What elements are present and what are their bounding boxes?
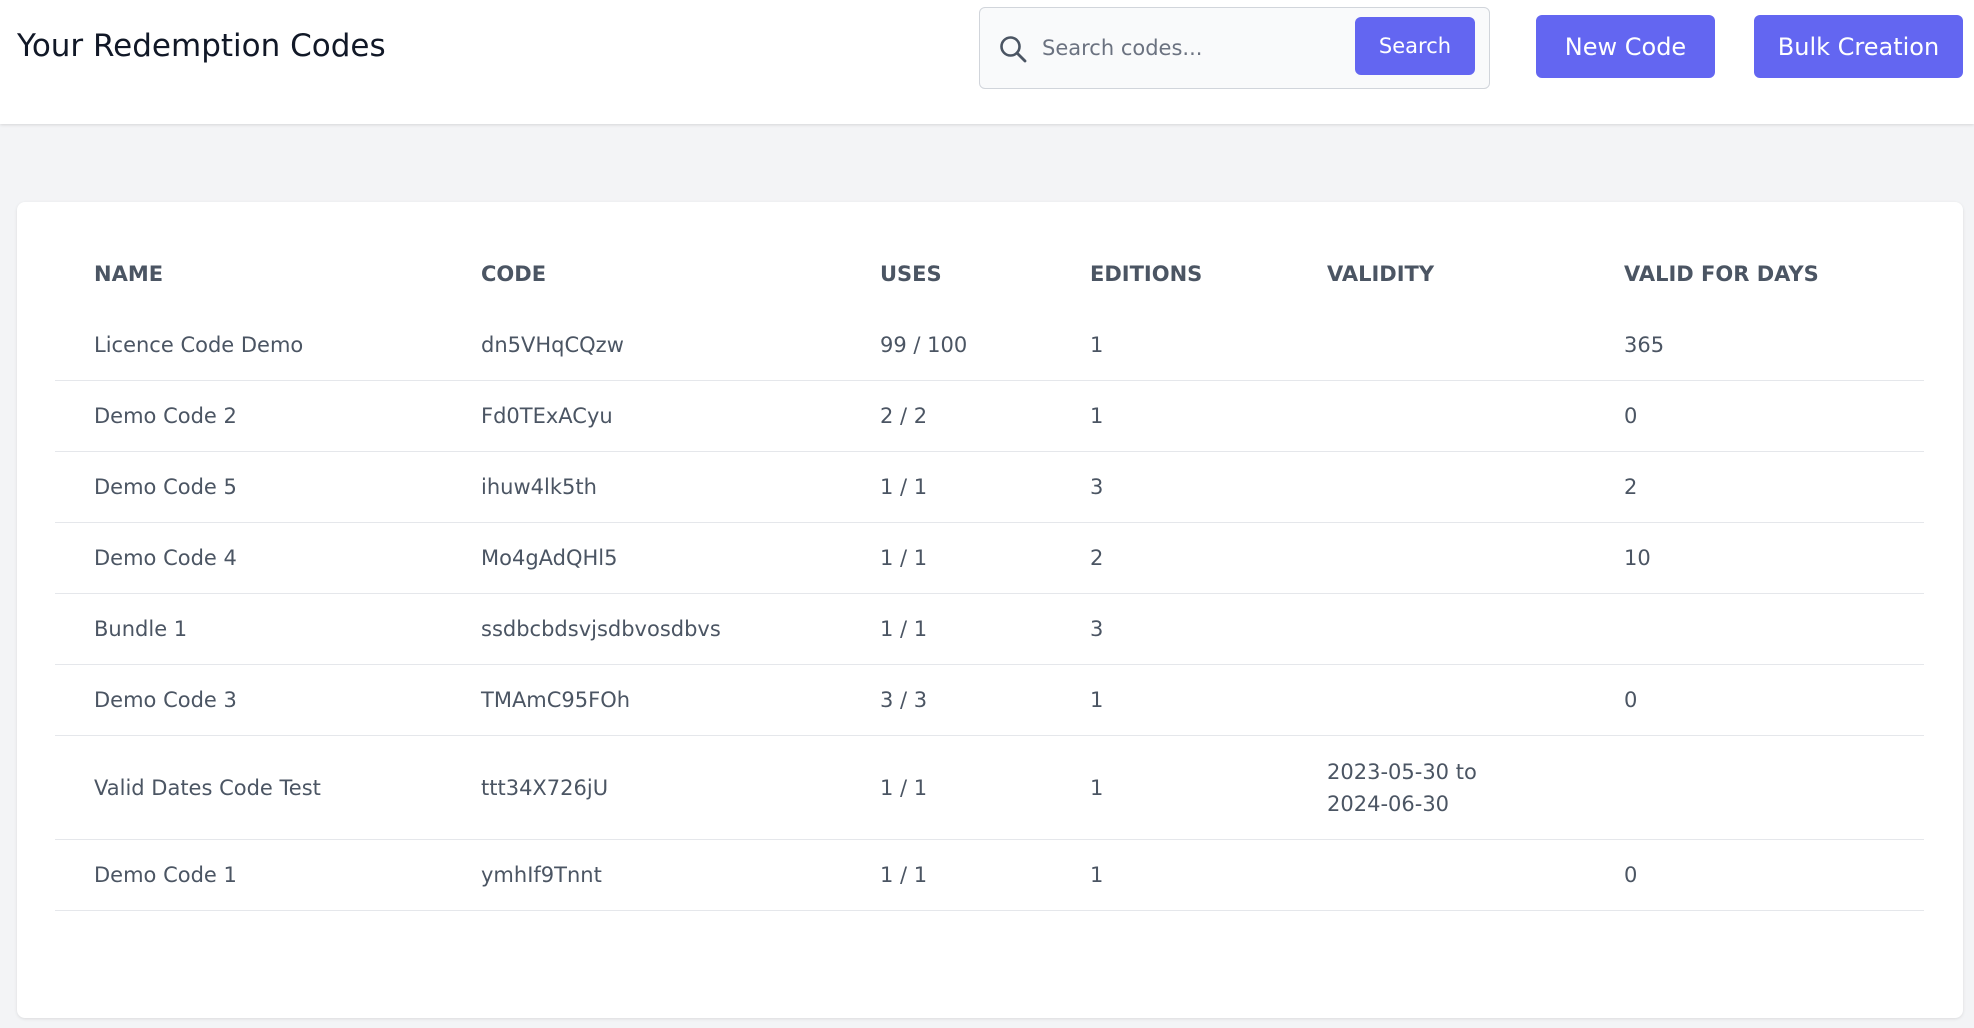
new-code-button[interactable]: New Code: [1536, 15, 1715, 78]
cell-valid-days: [1585, 593, 1924, 665]
cell-editions: 1: [1051, 664, 1288, 736]
cell-uses: 1 / 1: [841, 735, 1051, 840]
validity-from: 2023-05-30 to: [1327, 759, 1477, 784]
cell-name: Demo Code 2: [55, 380, 442, 452]
table-row[interactable]: Demo Code 2 Fd0TExACyu 2 / 2 1 0: [55, 380, 1924, 452]
cell-valid-days: 10: [1585, 522, 1924, 594]
search-icon: [1000, 36, 1027, 63]
cell-code: dn5VHqCQzw: [442, 310, 841, 381]
table-row[interactable]: Demo Code 1 ymhIf9Tnnt 1 / 1 1 0: [55, 839, 1924, 911]
cell-validity: [1288, 522, 1585, 594]
column-header-uses: Uses: [880, 262, 942, 286]
cell-code: Mo4gAdQHl5: [442, 522, 841, 594]
cell-valid-days: 0: [1585, 839, 1924, 911]
cell-editions: 3: [1051, 451, 1288, 523]
cell-editions: 3: [1051, 593, 1288, 665]
column-header-code: Code: [481, 262, 547, 286]
cell-validity: [1288, 593, 1585, 665]
search-box: Search: [979, 7, 1490, 89]
cell-uses: 2 / 2: [841, 380, 1051, 452]
cell-name: Demo Code 5: [55, 451, 442, 523]
cell-valid-days: 365: [1585, 310, 1924, 381]
cell-valid-days: 2: [1585, 451, 1924, 523]
cell-validity: [1288, 451, 1585, 523]
table-row[interactable]: Demo Code 4 Mo4gAdQHl5 1 / 1 2 10: [55, 522, 1924, 594]
cell-code: ttt34X726jU: [442, 735, 841, 840]
cell-editions: 1: [1051, 735, 1288, 840]
cell-valid-days: 0: [1585, 380, 1924, 452]
codes-table: Name Code Uses Editions Validity Valid f…: [55, 238, 1924, 911]
column-header-editions: Editions: [1090, 262, 1203, 286]
cell-uses: 1 / 1: [841, 451, 1051, 523]
cell-editions: 2: [1051, 522, 1288, 594]
cell-editions: 1: [1051, 839, 1288, 911]
cell-validity: [1288, 664, 1585, 736]
cell-uses: 1 / 1: [841, 839, 1051, 911]
cell-uses: 99 / 100: [841, 310, 1051, 381]
cell-code: ssdbcbdsvjsdbvosdbvs: [442, 593, 841, 665]
column-header-name: Name: [94, 262, 164, 286]
cell-valid-days: 0: [1585, 664, 1924, 736]
cell-name: Demo Code 4: [55, 522, 442, 594]
cell-editions: 1: [1051, 380, 1288, 452]
cell-uses: 1 / 1: [841, 522, 1051, 594]
cell-validity: [1288, 310, 1585, 381]
table-row[interactable]: Bundle 1 ssdbcbdsvjsdbvosdbvs 1 / 1 3: [55, 593, 1924, 665]
table-row[interactable]: Licence Code Demo dn5VHqCQzw 99 / 100 1 …: [55, 310, 1924, 381]
cell-validity: 2023-05-30 to 2024-06-30: [1288, 735, 1585, 840]
cell-code: TMAmC95FOh: [442, 664, 841, 736]
cell-name: Demo Code 1: [55, 839, 442, 911]
search-button[interactable]: Search: [1355, 17, 1475, 75]
cell-code: ymhIf9Tnnt: [442, 839, 841, 911]
cell-name: Licence Code Demo: [55, 310, 442, 381]
top-header-bar: Your Redemption Codes Search New Code Bu…: [0, 0, 1974, 124]
table-row[interactable]: Valid Dates Code Test ttt34X726jU 1 / 1 …: [55, 735, 1924, 840]
validity-to: 2024-06-30: [1327, 791, 1450, 816]
cell-name: Demo Code 3: [55, 664, 442, 736]
search-input[interactable]: [1042, 26, 1332, 70]
bulk-creation-button[interactable]: Bulk Creation: [1754, 15, 1963, 78]
cell-code: Fd0TExACyu: [442, 380, 841, 452]
page-title: Your Redemption Codes: [17, 28, 386, 64]
table-row[interactable]: Demo Code 3 TMAmC95FOh 3 / 3 1 0: [55, 664, 1924, 736]
codes-card: Name Code Uses Editions Validity Valid f…: [17, 202, 1963, 1018]
cell-editions: 1: [1051, 310, 1288, 381]
column-header-valid-for-days: Valid for days: [1624, 262, 1819, 286]
table-row[interactable]: Demo Code 5 ihuw4lk5th 1 / 1 3 2: [55, 451, 1924, 523]
cell-validity: [1288, 839, 1585, 911]
cell-valid-days: [1585, 735, 1924, 840]
cell-name: Bundle 1: [55, 593, 442, 665]
cell-validity: [1288, 380, 1585, 452]
cell-uses: 1 / 1: [841, 593, 1051, 665]
cell-code: ihuw4lk5th: [442, 451, 841, 523]
cell-name: Valid Dates Code Test: [55, 735, 442, 840]
cell-uses: 3 / 3: [841, 664, 1051, 736]
table-header-row: Name Code Uses Editions Validity Valid f…: [55, 238, 1924, 310]
column-header-validity: Validity: [1327, 262, 1435, 286]
